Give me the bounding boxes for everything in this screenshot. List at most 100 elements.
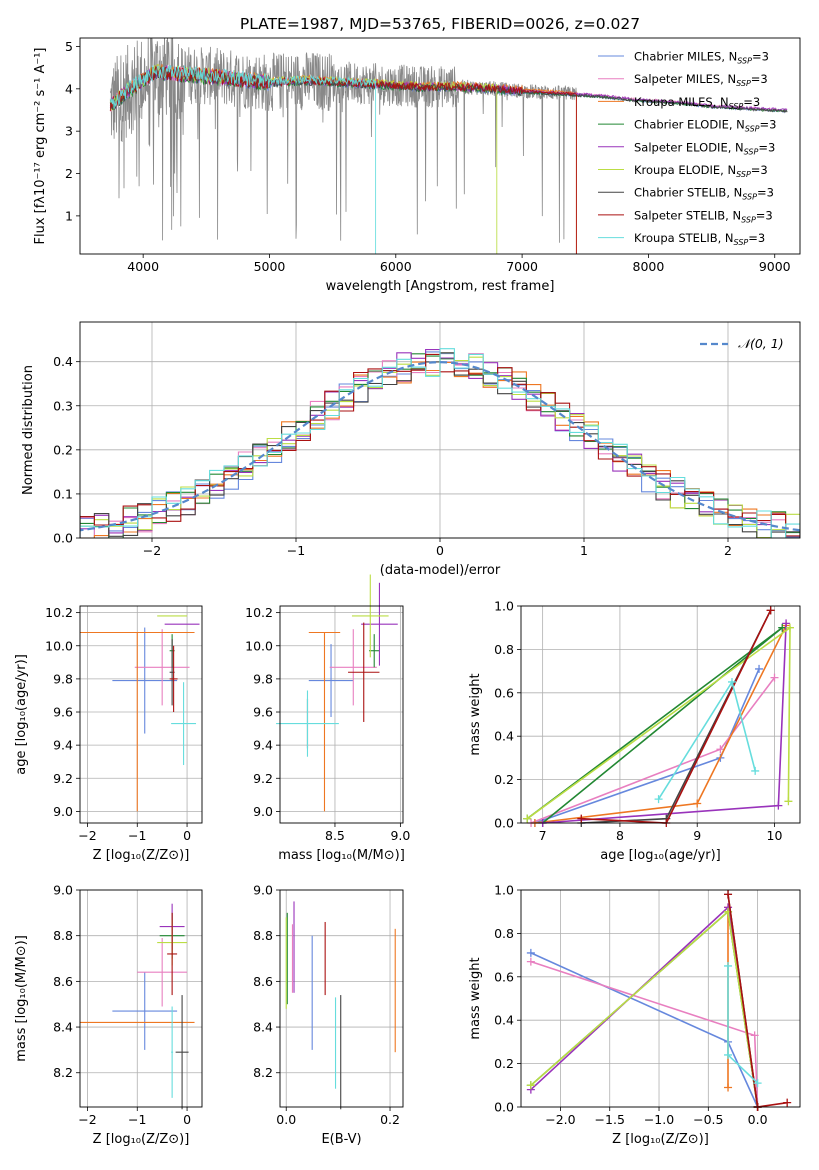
- salpeter-miles-marker: [750, 1031, 759, 1040]
- y-axis-label: mass weight: [468, 673, 483, 755]
- y-tick-label: 8.4: [253, 1020, 273, 1035]
- x-tick-label: 9.0: [390, 828, 410, 843]
- x-tick-label: 0.2: [380, 1112, 400, 1127]
- y-tick-label: 0.6: [494, 685, 514, 700]
- legend-label: Salpeter STELIB, NSSP=3: [634, 208, 773, 224]
- age-vs-metallicity-panel: −2 −1 0 9.0 9.2 9.4 9.6 9.8 10.0 10.2 Z [log₁₀(Z/Z…: [14, 605, 203, 863]
- x-axis-label: Z [log₁₀(Z/Z⊙)]: [93, 1132, 190, 1147]
- y-tick-label: 8.2: [253, 1065, 273, 1080]
- x-tick-label: −2: [78, 828, 96, 843]
- y-tick-label: 10.0: [45, 638, 73, 653]
- y-tick-label: 0.2: [494, 772, 514, 787]
- plot-frame: [520, 889, 801, 1108]
- x-tick-label: 8.5: [325, 828, 345, 843]
- y-tick-label: 0.3: [53, 398, 73, 413]
- gaussian-legend: 𝒩(0, 1): [700, 336, 784, 351]
- y-tick-label: 9.0: [253, 883, 273, 898]
- y-tick-label: 9.8: [253, 671, 273, 686]
- salpeter-stelib-weight-line: [727, 894, 788, 1108]
- x-tick-label: 5000: [254, 259, 286, 274]
- legend-label: Chabrier ELODIE, NSSP=3: [634, 118, 776, 134]
- plot-frame: [79, 321, 801, 539]
- y-tick-label: 9.2: [53, 771, 73, 786]
- y-tick-label: 2: [65, 166, 73, 181]
- weight-vs-metallicity-panel: −2.0 −1.5 −1.0 −0.5 0.0 0.0 0.2 0.4 0.6 0.8 1.0 Z […: [468, 883, 801, 1147]
- kroupa-elodie-marker: [526, 1081, 535, 1090]
- plot-frame: [279, 605, 404, 824]
- y-tick-label: 1.0: [494, 883, 514, 898]
- x-axis-label: E(B-V): [321, 1132, 361, 1147]
- y-tick-label: 9.0: [53, 804, 73, 819]
- x-axis-label: age [log₁₀(age/yr)]: [600, 848, 721, 863]
- kroupa-stelib-marker: [751, 766, 760, 775]
- kroupa-stelib-marker: [727, 677, 736, 686]
- y-tick-label: 9.0: [53, 883, 73, 898]
- plot-frame: [279, 889, 404, 1108]
- y-axis-label: Normed distribution: [21, 365, 36, 495]
- x-axis-label: (data-model)/error: [380, 563, 501, 578]
- x-tick-label: 7000: [506, 259, 538, 274]
- y-axis-label: mass weight: [468, 957, 483, 1039]
- mass-vs-metallicity-panel: −2 −1 0 8.2 8.4 8.6 8.8 9.0 Z [log₁₀(Z/Z⊙)] mass …: [14, 883, 203, 1147]
- legend-label: Kroupa STELIB, NSSP=3: [634, 231, 765, 247]
- kroupa-miles-marker: [693, 799, 702, 808]
- kroupa-elodie-marker: [785, 623, 794, 632]
- y-tick-label: 9.4: [253, 738, 273, 753]
- y-tick-label: 8.8: [53, 928, 73, 943]
- y-tick-label: 9.2: [253, 771, 273, 786]
- legend-label: Salpeter MILES, NSSP=3: [634, 72, 768, 88]
- salpeter-stelib-marker: [724, 890, 733, 899]
- x-tick-label: 1: [580, 543, 588, 558]
- y-tick-label: 5: [65, 39, 73, 54]
- x-tick-label: −1: [128, 828, 146, 843]
- y-tick-label: 10.2: [245, 605, 273, 620]
- salpeter-stelib-marker: [766, 606, 775, 615]
- y-tick-label: 0.0: [53, 531, 73, 546]
- x-tick-label: 2: [724, 543, 732, 558]
- x-axis-label: wavelength [Angstrom, rest frame]: [326, 279, 555, 294]
- weight-vs-age-panel: 7 8 9 10 0.0 0.2 0.4 0.6 0.8 1.0 age [log₁₀(age/yr…: [468, 599, 801, 863]
- y-axis-label: Flux [fλ10⁻¹⁷ erg cm⁻² s⁻¹ A⁻¹]: [33, 48, 48, 245]
- kroupa-stelib-marker: [753, 1079, 762, 1088]
- y-tick-label: 9.4: [53, 738, 73, 753]
- legend-label: 𝒩(0, 1): [738, 336, 784, 351]
- x-tick-label: 9: [693, 828, 701, 843]
- plot-frame: [520, 605, 801, 824]
- kroupa-elodie-marker: [523, 814, 532, 823]
- x-tick-label: −2.0: [545, 1112, 575, 1127]
- salpeter-stelib-marker: [577, 814, 586, 823]
- y-tick-label: 10.2: [45, 605, 73, 620]
- salpeter-elodie-marker: [774, 801, 783, 810]
- x-tick-label: 0.0: [748, 1112, 768, 1127]
- x-tick-label: 6000: [380, 259, 412, 274]
- x-tick-label: 8: [616, 828, 624, 843]
- legend-label: Chabrier MILES, NSSP=3: [634, 50, 769, 66]
- y-tick-label: 9.6: [253, 705, 273, 720]
- spectrum-panel: 4000 5000 6000 7000 8000 9000 1 2 3 4 5 wavelength …: [33, 37, 801, 294]
- x-tick-label: −1.0: [644, 1112, 674, 1127]
- x-tick-label: 0: [436, 543, 444, 558]
- mass-vs-ebv-panel: 0.0 0.2 8.2 8.4 8.6 8.8 9.0 E(B-V): [253, 883, 404, 1147]
- plot-frame: [79, 889, 203, 1108]
- x-tick-label: 0.0: [276, 1112, 296, 1127]
- kroupa-elodie-marker: [784, 797, 793, 806]
- y-tick-label: 0.8: [494, 926, 514, 941]
- plot-frame: [79, 605, 203, 824]
- kroupa-stelib-marker: [724, 1050, 733, 1059]
- y-tick-label: 0.4: [53, 354, 73, 369]
- x-tick-label: −1.5: [595, 1112, 625, 1127]
- y-tick-label: 0.1: [53, 486, 73, 501]
- x-tick-label: 8000: [633, 259, 665, 274]
- y-tick-label: 0.8: [494, 642, 514, 657]
- y-tick-label: 0.4: [494, 1013, 514, 1028]
- y-tick-label: 0.2: [494, 1056, 514, 1071]
- chabrier-elodie-marker: [778, 623, 787, 632]
- y-axis-label: mass [log₁₀(M/M⊙)]: [14, 935, 29, 1062]
- salpeter-miles-marker: [526, 957, 535, 966]
- gaussian-curve: [80, 360, 800, 532]
- salpeter-miles-marker: [716, 745, 725, 754]
- legend-label: Kroupa ELODIE, NSSP=3: [634, 163, 768, 179]
- x-tick-label: 10: [767, 828, 783, 843]
- spectrum-legend: Chabrier MILES, NSSP=3 Salpeter MILES, NS…: [598, 50, 776, 247]
- x-axis-label: Z [log₁₀(Z/Z⊙)]: [93, 848, 190, 863]
